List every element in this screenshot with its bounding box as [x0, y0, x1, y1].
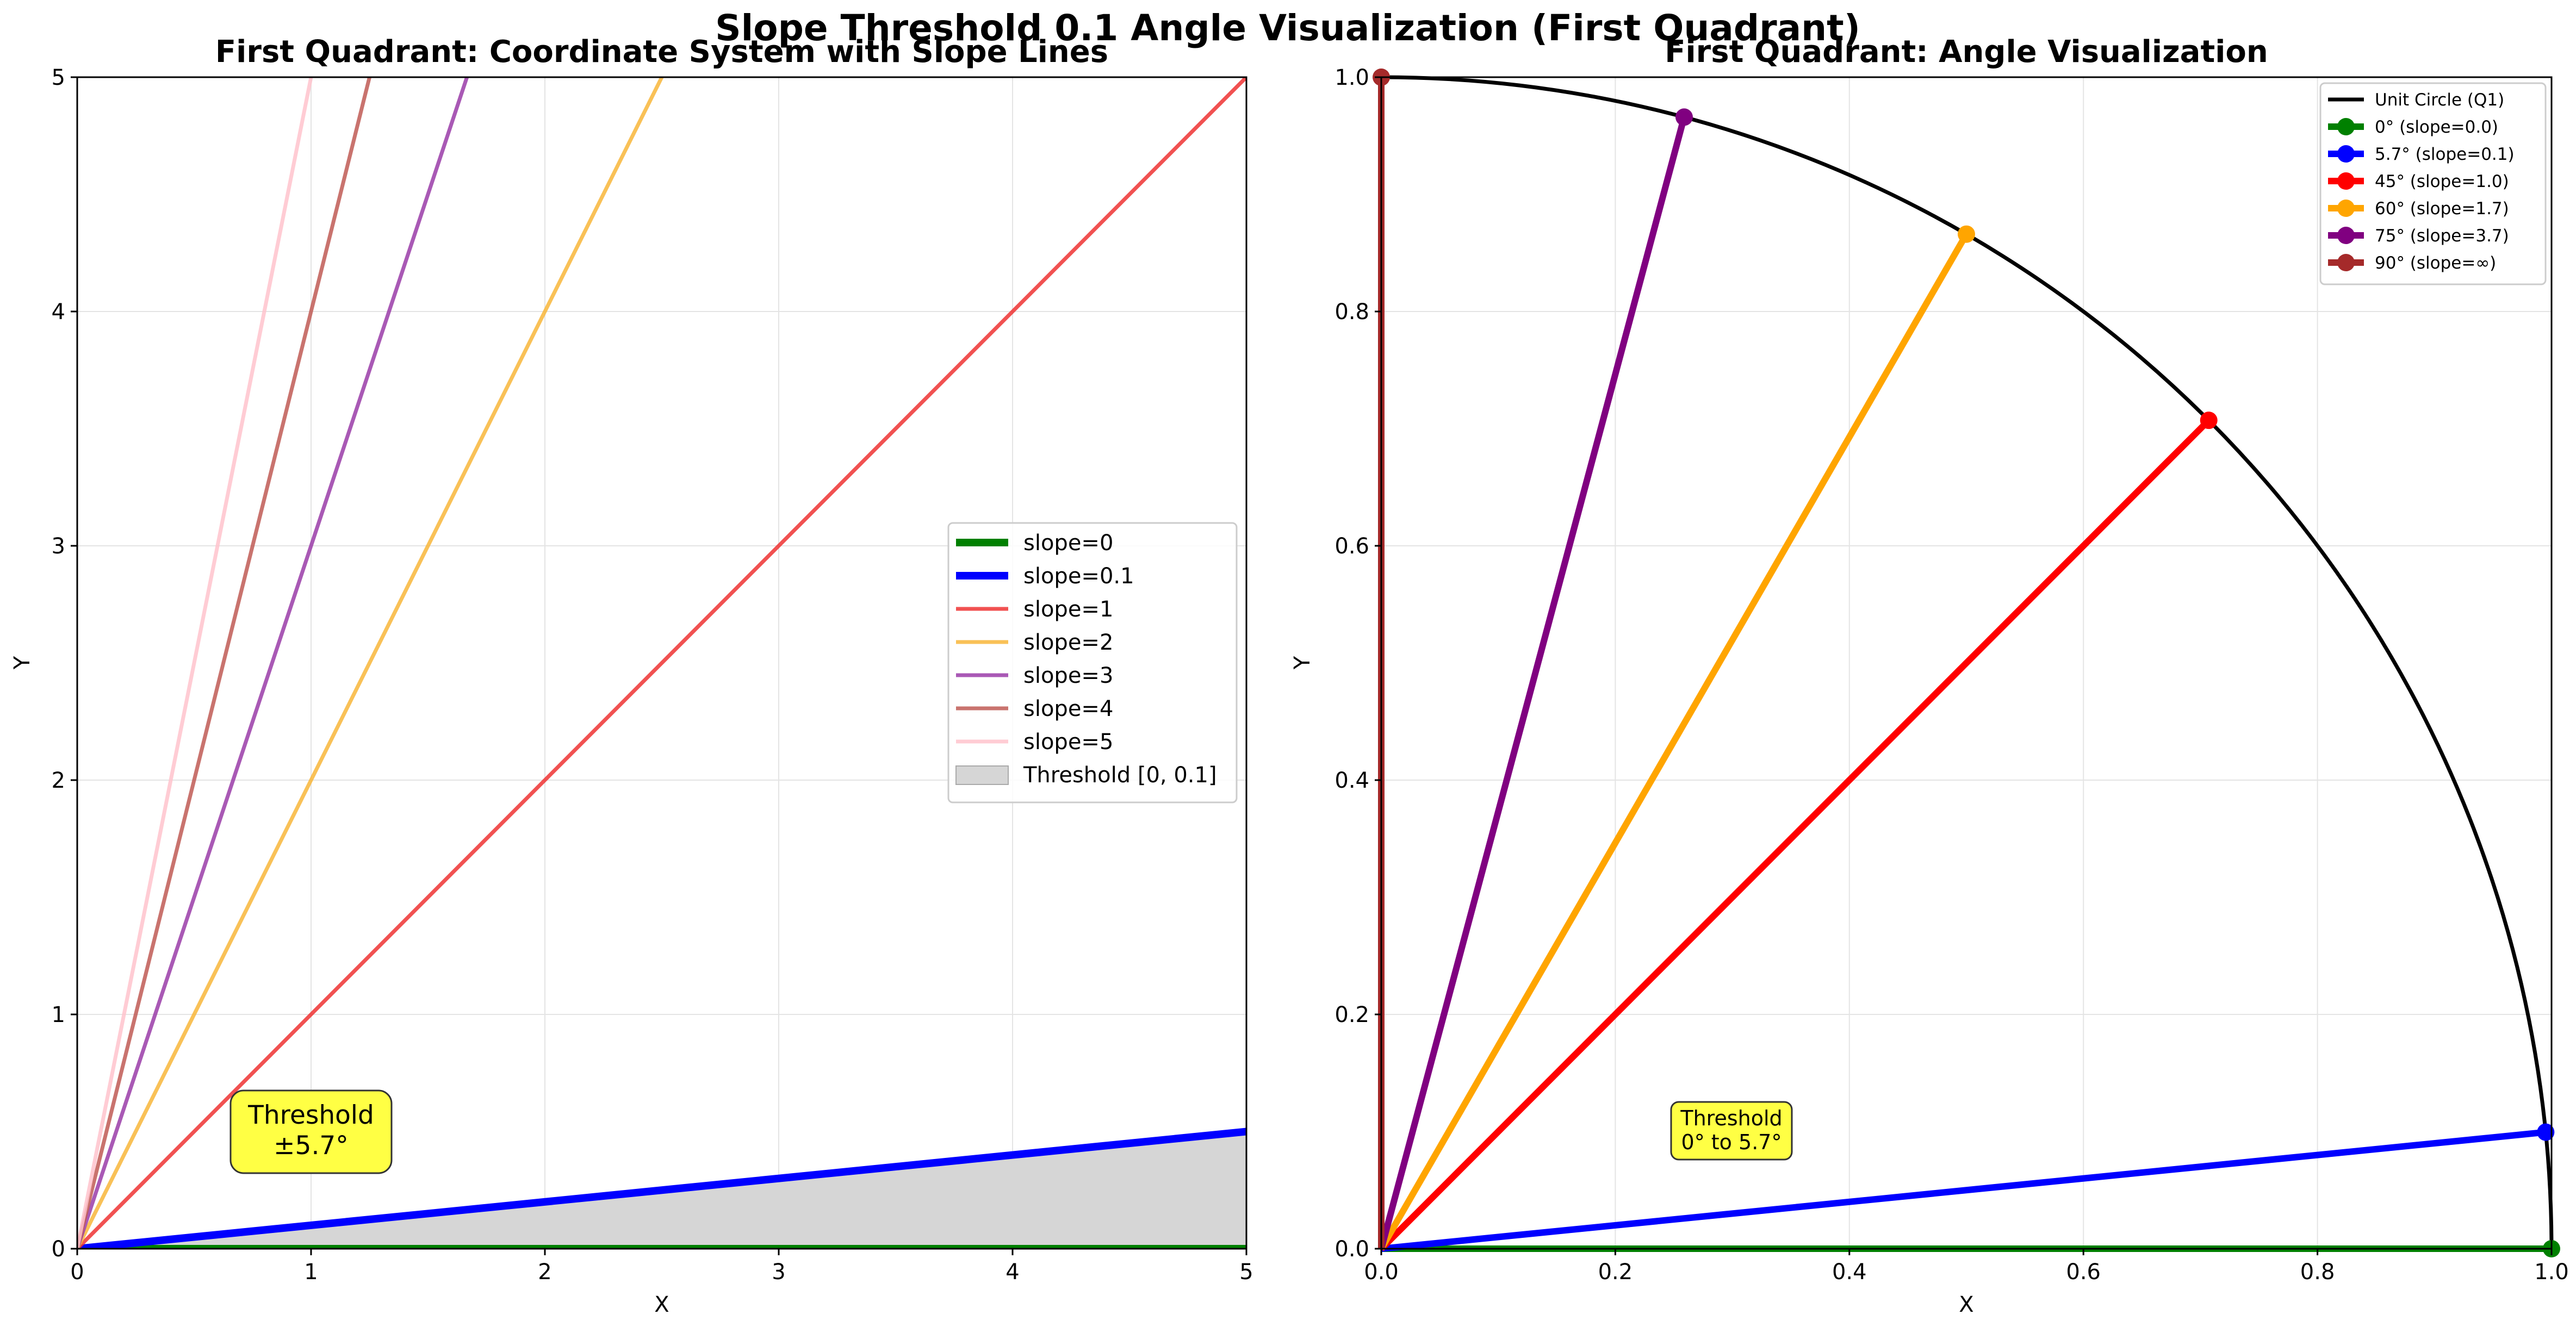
figure-suptitle: Slope Threshold 0.1 Angle Visualization …	[715, 7, 1860, 49]
right-annotation-line-2: 0° to 5.7°	[1681, 1130, 1782, 1154]
right-legend-label-1: 5.7° (slope=0.1)	[2375, 145, 2515, 164]
right-ticks: 0.0 0.2 0.4 0.6 0.8 1.0 0.0 0.2 0.4 0.6 0.8 1.0	[1334, 65, 2568, 1285]
left-legend-label-4: slope=3	[1023, 663, 1113, 688]
right-threshold-annotation: Threshold 0° to 5.7°	[1670, 1101, 1793, 1161]
left-legend-label-2: slope=1	[1023, 597, 1113, 622]
right-legend-marker-5	[2337, 254, 2355, 271]
right-legend-label-circle: Unit Circle (Q1)	[2375, 90, 2504, 110]
left-y-tick-label: 1	[52, 1002, 65, 1027]
right-angle-ray-3	[1378, 232, 1970, 1250]
left-x-tick-label: 0	[70, 1260, 84, 1285]
left-series-line-1	[77, 1127, 1246, 1249]
right-x-tick-label: 1.0	[2534, 1260, 2569, 1285]
right-chart: 0.0 0.2 0.4 0.6 0.8 1.0 0.0 0.2 0.4 0.6 0.8 1.0 Fir…	[1290, 34, 2569, 1317]
right-legend-label-3: 60° (slope=1.7)	[2375, 199, 2509, 219]
left-y-tick-label: 5	[52, 65, 65, 90]
left-legend-label-6: slope=5	[1023, 730, 1113, 755]
right-angle-ray-2	[1379, 418, 2211, 1251]
right-y-tick-label: 0.4	[1334, 768, 1369, 793]
left-axes-frame	[76, 76, 1247, 1250]
right-axes-frame	[1380, 76, 2553, 1250]
right-chart-title: First Quadrant: Angle Visualization	[1665, 34, 2268, 70]
right-legend-marker-4	[2337, 227, 2355, 244]
right-angle-ray-4	[1378, 116, 1687, 1250]
right-legend-marker-1	[2337, 145, 2355, 163]
right-x-tick-label: 0.2	[1598, 1260, 1633, 1285]
right-legend-box	[2319, 82, 2547, 285]
left-legend-swatch-region	[955, 765, 1009, 785]
left-threshold-annotation: Threshold ±5.7°	[229, 1089, 393, 1174]
left-x-tick-label: 3	[772, 1260, 785, 1285]
right-y-tick-label: 0.0	[1334, 1237, 1369, 1262]
right-legend: Unit Circle (Q1) 0° (slope=0.0) 5.7° (slop…	[2319, 82, 2547, 285]
left-legend-label-3: slope=2	[1023, 630, 1113, 655]
left-chart-title: First Quadrant: Coordinate System with S…	[215, 34, 1108, 70]
right-angle-marker-3	[1958, 225, 1975, 243]
left-series-lines	[77, 77, 1246, 1249]
right-x-tick-label: 0.4	[1832, 1260, 1867, 1285]
left-legend-label-region: Threshold [0, 0.1]	[1023, 763, 1217, 788]
right-angle-marker-2	[2200, 412, 2218, 429]
left-x-tick-label: 2	[538, 1260, 551, 1285]
right-y-tick-label: 0.8	[1334, 300, 1369, 325]
right-angle-marker-4	[1675, 108, 1693, 126]
left-y-tick-label: 2	[52, 768, 65, 793]
left-y-tick-label: 0	[52, 1237, 65, 1262]
left-chart: 0 1 2 3 4 5 0 1 2 3 4 5 First Quadrant: Coordinate …	[10, 34, 1253, 1317]
left-legend: slope=0 slope=0.1 slope=1 slope=2 slope=3 slo…	[947, 522, 1238, 803]
right-legend-label-5: 90° (slope=∞)	[2375, 253, 2496, 273]
left-y-tick-label: 3	[52, 534, 65, 559]
right-x-tick-label: 0.6	[2066, 1260, 2101, 1285]
right-legend-marker-2	[2337, 172, 2355, 190]
right-annotation-line-1: Threshold	[1680, 1106, 1782, 1130]
left-x-axis-label: X	[654, 1292, 669, 1317]
right-y-tick-label: 1.0	[1334, 65, 1369, 90]
left-series-line-2	[77, 77, 1246, 1249]
right-angle-marker-1	[2537, 1123, 2555, 1141]
right-angle-ray-1	[1381, 1129, 2546, 1252]
right-x-axis-label: X	[1959, 1292, 1973, 1317]
left-annotation-line-1: Threshold	[247, 1100, 374, 1130]
left-y-tick-label: 4	[52, 300, 65, 325]
right-legend-label-4: 75° (slope=3.7)	[2375, 226, 2509, 246]
left-legend-box	[947, 522, 1238, 803]
left-series-line-4	[77, 77, 469, 1249]
left-ticks: 0 1 2 3 4 5 0 1 2 3 4 5	[52, 65, 1253, 1285]
left-x-tick-label: 1	[304, 1260, 318, 1285]
left-x-tick-label: 5	[1239, 1260, 1253, 1285]
right-legend-label-0: 0° (slope=0.0)	[2375, 117, 2498, 137]
left-series-line-6	[77, 77, 313, 1249]
right-x-tick-label: 0.8	[2300, 1260, 2335, 1285]
right-y-tick-label: 0.6	[1334, 534, 1369, 559]
right-y-axis-label: Y	[1290, 656, 1315, 670]
left-legend-label-1: slope=0.1	[1023, 564, 1134, 589]
left-y-axis-label: Y	[10, 656, 35, 670]
left-legend-label-5: slope=4	[1023, 696, 1113, 721]
left-legend-label-0: slope=0	[1023, 531, 1113, 556]
right-legend-label-2: 45° (slope=1.0)	[2375, 172, 2509, 191]
right-x-tick-label: 0.0	[1364, 1260, 1399, 1285]
left-annotation-line-2: ±5.7°	[274, 1131, 349, 1161]
left-series-line-3	[77, 77, 664, 1249]
left-series-line-5	[77, 77, 372, 1249]
right-y-tick-label: 0.2	[1334, 1002, 1369, 1027]
left-x-tick-label: 4	[1005, 1260, 1019, 1285]
right-legend-marker-3	[2337, 200, 2355, 217]
right-legend-marker-0	[2337, 118, 2355, 135]
